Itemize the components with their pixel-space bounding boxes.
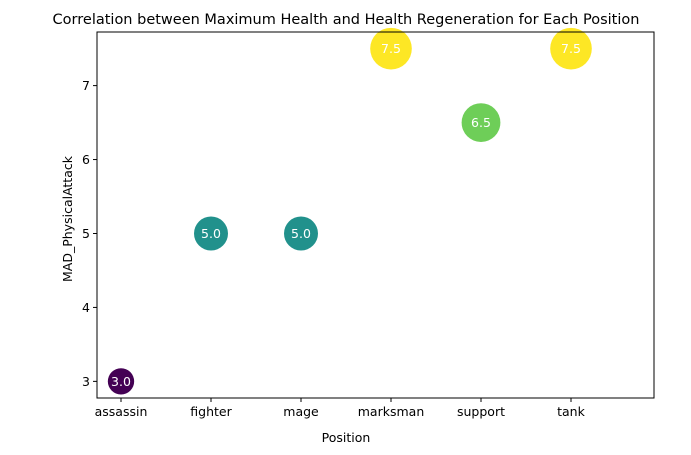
- x-tick-label-marksman: marksman: [358, 404, 425, 419]
- data-point-marksman: [370, 27, 412, 70]
- x-axis-label: Position: [322, 430, 371, 445]
- y-tick-label-4: 4: [82, 300, 90, 315]
- data-point-fighter: [194, 216, 228, 251]
- data-label-fighter: 5.0: [201, 226, 221, 241]
- axes: assassin fighter mage marksman support tank 3 4…: [82, 78, 586, 419]
- x-tick-label-support: support: [457, 404, 505, 419]
- data-point-assassin: [107, 368, 135, 395]
- x-tick-label-fighter: fighter: [190, 404, 232, 419]
- y-tick-label-5: 5: [82, 226, 90, 241]
- data-label-support: 6.5: [471, 115, 491, 130]
- x-tick-label-assassin: assassin: [95, 404, 148, 419]
- data-point-tank: [550, 27, 592, 70]
- plot-area: 3.0 5.0 5.0 7.5 6.5 7.5: [107, 27, 592, 395]
- y-tick-label-7: 7: [82, 78, 90, 93]
- x-tick-label-mage: mage: [283, 404, 319, 419]
- y-tick-label-3: 3: [82, 374, 90, 389]
- data-point-support: [461, 103, 501, 142]
- data-label-mage: 5.0: [291, 226, 311, 241]
- data-label-tank: 7.5: [561, 41, 581, 56]
- data-point-mage: [284, 216, 318, 251]
- data-label-assassin: 3.0: [111, 374, 131, 389]
- y-tick-label-6: 6: [82, 152, 90, 167]
- y-axis-label: MAD_PhysicalAttack: [60, 155, 75, 282]
- x-tick-label-tank: tank: [557, 404, 585, 419]
- chart-title: Correlation between Maximum Health and H…: [53, 12, 640, 28]
- plot-frame: [96, 31, 655, 399]
- data-label-marksman: 7.5: [381, 41, 401, 56]
